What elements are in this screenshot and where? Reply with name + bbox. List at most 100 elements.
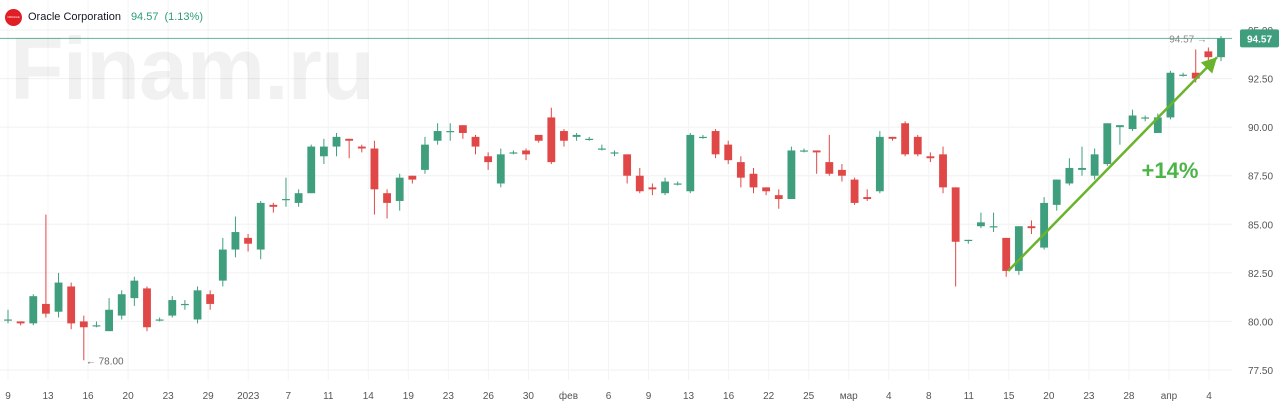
candle-body	[433, 131, 442, 141]
x-tick-label: 15	[1003, 391, 1015, 402]
candle-body	[585, 138, 594, 140]
candle-body	[16, 321, 25, 324]
trend-arrow-line	[1007, 56, 1218, 272]
candle-body	[560, 131, 568, 141]
candle-body	[168, 300, 177, 316]
candle-body	[724, 144, 733, 161]
candle	[1128, 109, 1137, 132]
y-tick-label: 85.00	[1248, 220, 1273, 231]
x-tick-label: фев	[559, 390, 578, 402]
candle	[1027, 220, 1036, 234]
x-tick-label: 16	[83, 391, 95, 402]
candle-body	[206, 294, 215, 304]
candle	[105, 298, 114, 332]
candle-body	[964, 239, 973, 242]
candle	[41, 214, 50, 318]
candle	[395, 173, 404, 211]
candle	[193, 286, 202, 324]
candle-body	[572, 134, 581, 137]
candle-body	[673, 183, 682, 185]
x-tick-label: 30	[523, 391, 535, 402]
candle	[977, 212, 985, 229]
candle-body	[307, 146, 316, 194]
x-tick-label: 9	[5, 391, 11, 402]
candle	[54, 272, 63, 318]
candle-body	[926, 156, 935, 159]
candle	[1191, 49, 1200, 83]
candle-body	[105, 309, 114, 332]
y-tick-label: 82.50	[1248, 269, 1273, 280]
candle	[244, 234, 252, 252]
candle-body	[130, 280, 139, 299]
candle-body	[1141, 117, 1150, 119]
y-tick-label: 77.50	[1248, 366, 1273, 377]
candle	[484, 152, 493, 170]
candle-body	[875, 136, 884, 192]
candle	[711, 129, 720, 159]
candle-body	[319, 146, 328, 157]
candle-body	[370, 148, 379, 190]
candle	[155, 317, 164, 322]
candle-body	[332, 136, 341, 147]
candle-body	[345, 138, 354, 141]
candle-body	[939, 154, 947, 188]
instrument-header: ORACLE Oracle Corporation 94.57 (1.13%)	[5, 7, 203, 27]
candle-body	[395, 177, 404, 201]
candle	[446, 123, 455, 141]
candle-body	[1090, 154, 1099, 176]
candle	[547, 107, 556, 165]
candle-body	[534, 134, 543, 141]
candle-body	[1179, 74, 1188, 76]
trend-arrow-head	[1200, 57, 1217, 74]
candle	[357, 144, 366, 153]
candle	[180, 300, 189, 310]
candle	[901, 121, 910, 157]
candle-body	[1052, 179, 1061, 205]
candle-body	[143, 288, 151, 328]
candle-body	[901, 123, 910, 155]
candle-body	[471, 136, 480, 147]
candle-body	[1103, 123, 1112, 165]
candle	[863, 189, 872, 201]
candle	[686, 132, 695, 194]
candle	[699, 134, 707, 139]
candle-body	[812, 150, 821, 153]
candle-body	[269, 204, 278, 207]
candle	[421, 136, 429, 174]
candle	[16, 321, 25, 326]
candle-body	[522, 150, 530, 155]
x-tick-label: 2023	[237, 391, 260, 402]
candle-body	[597, 148, 606, 150]
candle-body	[383, 193, 391, 203]
candle-body	[1040, 202, 1049, 248]
candle	[661, 177, 669, 196]
candle-body	[180, 303, 189, 306]
candle	[79, 315, 88, 361]
x-tick-label: 28	[1123, 391, 1135, 402]
candle-body	[421, 144, 429, 170]
candle-body	[699, 136, 707, 139]
candle-body	[509, 152, 518, 154]
candle	[926, 152, 935, 163]
candle	[383, 189, 391, 219]
candle	[92, 321, 101, 328]
candle	[1115, 125, 1124, 145]
trend-percent-label: +14%	[1142, 158, 1199, 183]
candle	[256, 200, 265, 260]
candle	[345, 138, 354, 159]
instrument-price: 94.57	[130, 11, 159, 23]
y-tick-label: 90.00	[1248, 123, 1273, 134]
candle	[294, 189, 303, 207]
y-tick-label: 92.50	[1248, 75, 1273, 86]
x-tick-label: 26	[483, 391, 495, 402]
candle	[282, 177, 290, 207]
candle	[130, 276, 139, 306]
current-price-badge	[1240, 29, 1279, 48]
x-tick-label: 9	[646, 391, 652, 402]
candle	[433, 123, 442, 145]
candle-body	[4, 319, 12, 321]
candle-body	[661, 181, 669, 194]
candle-body	[54, 282, 63, 312]
candle	[307, 144, 316, 194]
